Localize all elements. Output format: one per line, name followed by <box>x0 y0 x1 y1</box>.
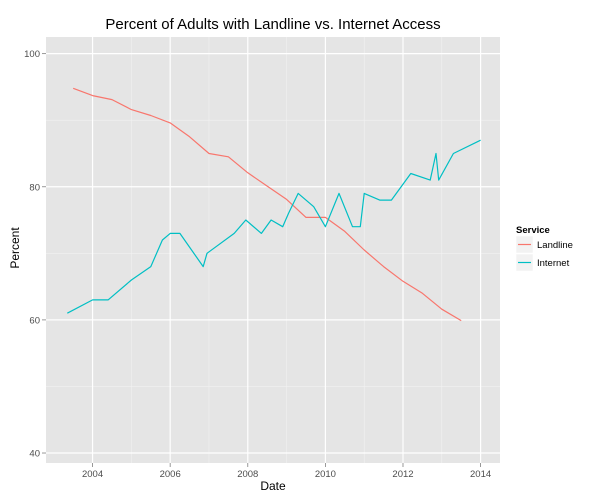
y-tick-label: 60 <box>29 315 40 326</box>
major-gridlines <box>46 37 500 463</box>
y-tick-label: 80 <box>29 182 40 193</box>
landline-series-line <box>72 87 462 322</box>
x-axis: 2004 2006 2008 2010 2012 2014 <box>82 463 491 480</box>
plot-panel <box>46 37 500 463</box>
chart-title: Percent of Adults with Landline vs. Inte… <box>105 16 440 33</box>
y-tick-label: 40 <box>29 449 40 460</box>
series-lines <box>67 87 481 322</box>
x-axis-title: Date <box>260 479 286 493</box>
minor-gridlines <box>46 37 500 463</box>
y-tick-label: 100 <box>24 49 40 60</box>
legend-title: Service <box>516 225 550 236</box>
x-tick-label: 2010 <box>315 469 336 480</box>
x-tick-label: 2006 <box>160 469 181 480</box>
y-axis-title: Percent <box>8 227 22 269</box>
legend-label-landline: Landline <box>537 240 573 251</box>
internet-series-line <box>67 139 481 314</box>
y-axis: 40 60 80 100 <box>24 49 46 460</box>
x-tick-label: 2012 <box>392 469 413 480</box>
legend: Service Landline Internet <box>515 225 573 272</box>
x-tick-label: 2008 <box>237 469 258 480</box>
legend-label-internet: Internet <box>537 258 570 269</box>
x-tick-label: 2004 <box>82 469 103 480</box>
x-tick-label: 2014 <box>470 469 491 480</box>
